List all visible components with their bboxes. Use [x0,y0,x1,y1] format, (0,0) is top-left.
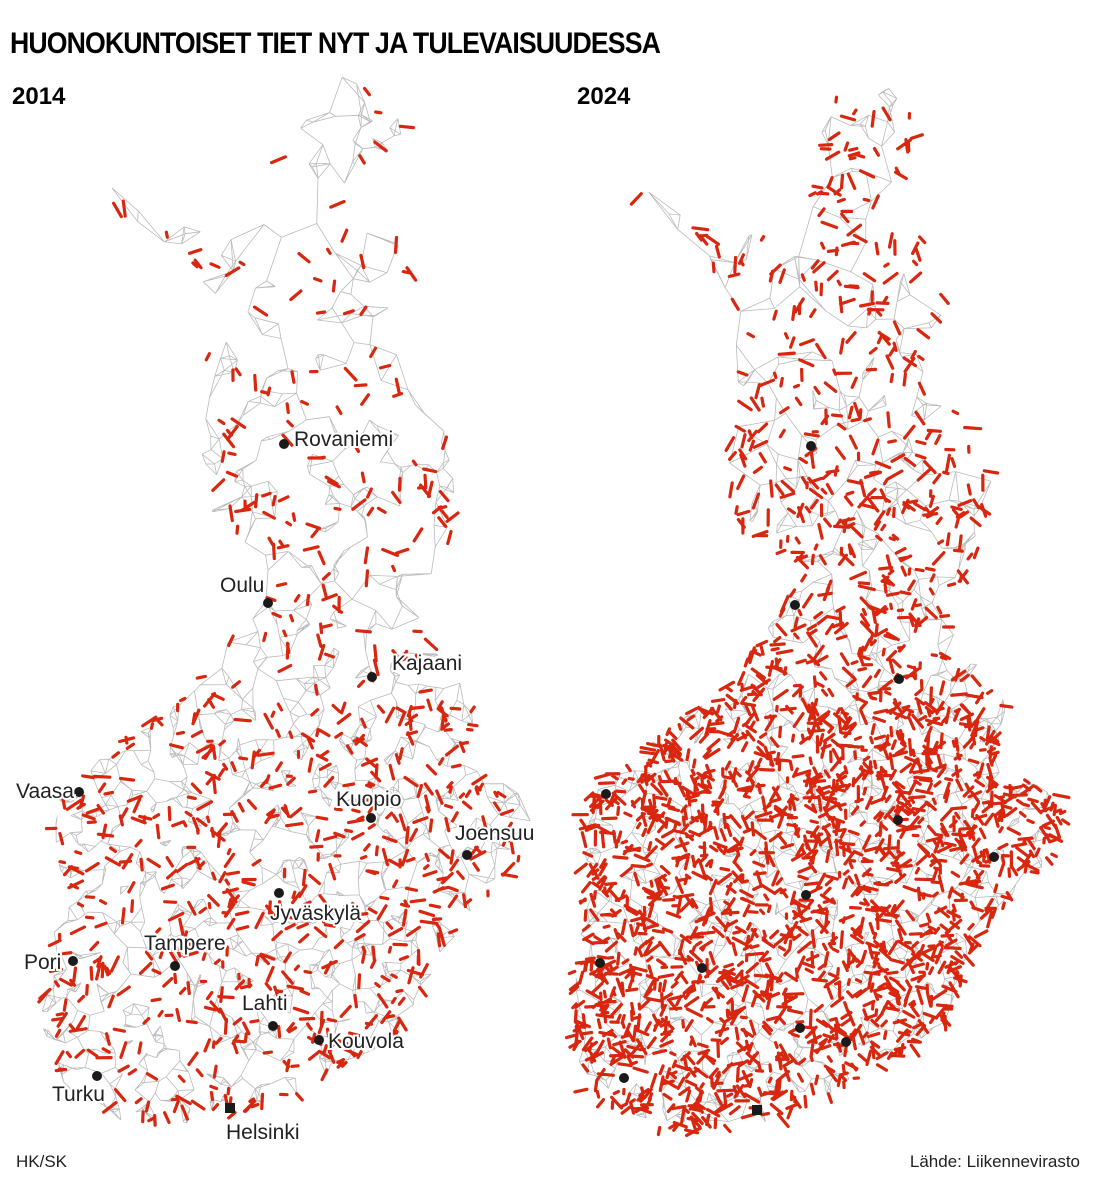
city-dot [74,787,84,797]
source: Lähde: Liikennevirasto [910,1152,1080,1171]
city-dot [263,598,273,608]
city-label: Lahti [242,992,288,1015]
city-label: Tampere [144,932,226,955]
poor-roads [564,95,1071,1137]
credit: HK/SK [16,1152,68,1171]
city-label: Joensuu [455,822,534,845]
capital-marker [752,1105,762,1115]
year: 2024 [577,83,631,110]
city-dot [367,672,377,682]
city-dot [595,958,605,968]
city-label: Rovaniemi [294,428,393,451]
city-dot [68,956,78,966]
city-dot [806,441,816,451]
city-dot [170,961,180,971]
city-labels: Rovaniemi Oulu Kajaani Vaasa Kuopio Joen… [14,426,536,1146]
city-label: Kajaani [392,652,462,675]
city-label: Kouvola [328,1030,404,1053]
road-network [41,76,531,1124]
city-dot [268,1021,278,1031]
city-dot [366,813,376,823]
map-2014 [37,76,531,1127]
city-dot [619,1073,629,1083]
city-label: Helsinki [226,1121,300,1144]
city-dot [274,888,284,898]
city-label: Jyväskylä [270,902,361,925]
city-dot [795,1023,805,1033]
map-2024 [564,88,1071,1137]
city-label: Vaasa [16,780,74,803]
city-label: Turku [52,1083,105,1106]
city-dot [279,439,289,449]
city-dot [894,674,904,684]
city-label: Oulu [220,574,264,597]
city-dot [697,963,707,973]
city-dot [801,890,811,900]
city-dot [841,1037,851,1047]
city-dot [790,600,800,610]
city-dot [989,852,999,862]
year: 2014 [12,83,66,110]
title: HUONOKUNTOISET TIET NYT JA TULEVAISUUDES… [10,27,660,60]
capital-marker [225,1103,235,1113]
city-dot [314,1035,324,1045]
city-dot [92,1071,102,1081]
poor-roads [37,86,524,1127]
city-dot [893,815,903,825]
city-label: Pori [24,951,61,974]
city-dot [601,789,611,799]
city-label: Kuopio [336,788,401,811]
city-dot [462,850,472,860]
